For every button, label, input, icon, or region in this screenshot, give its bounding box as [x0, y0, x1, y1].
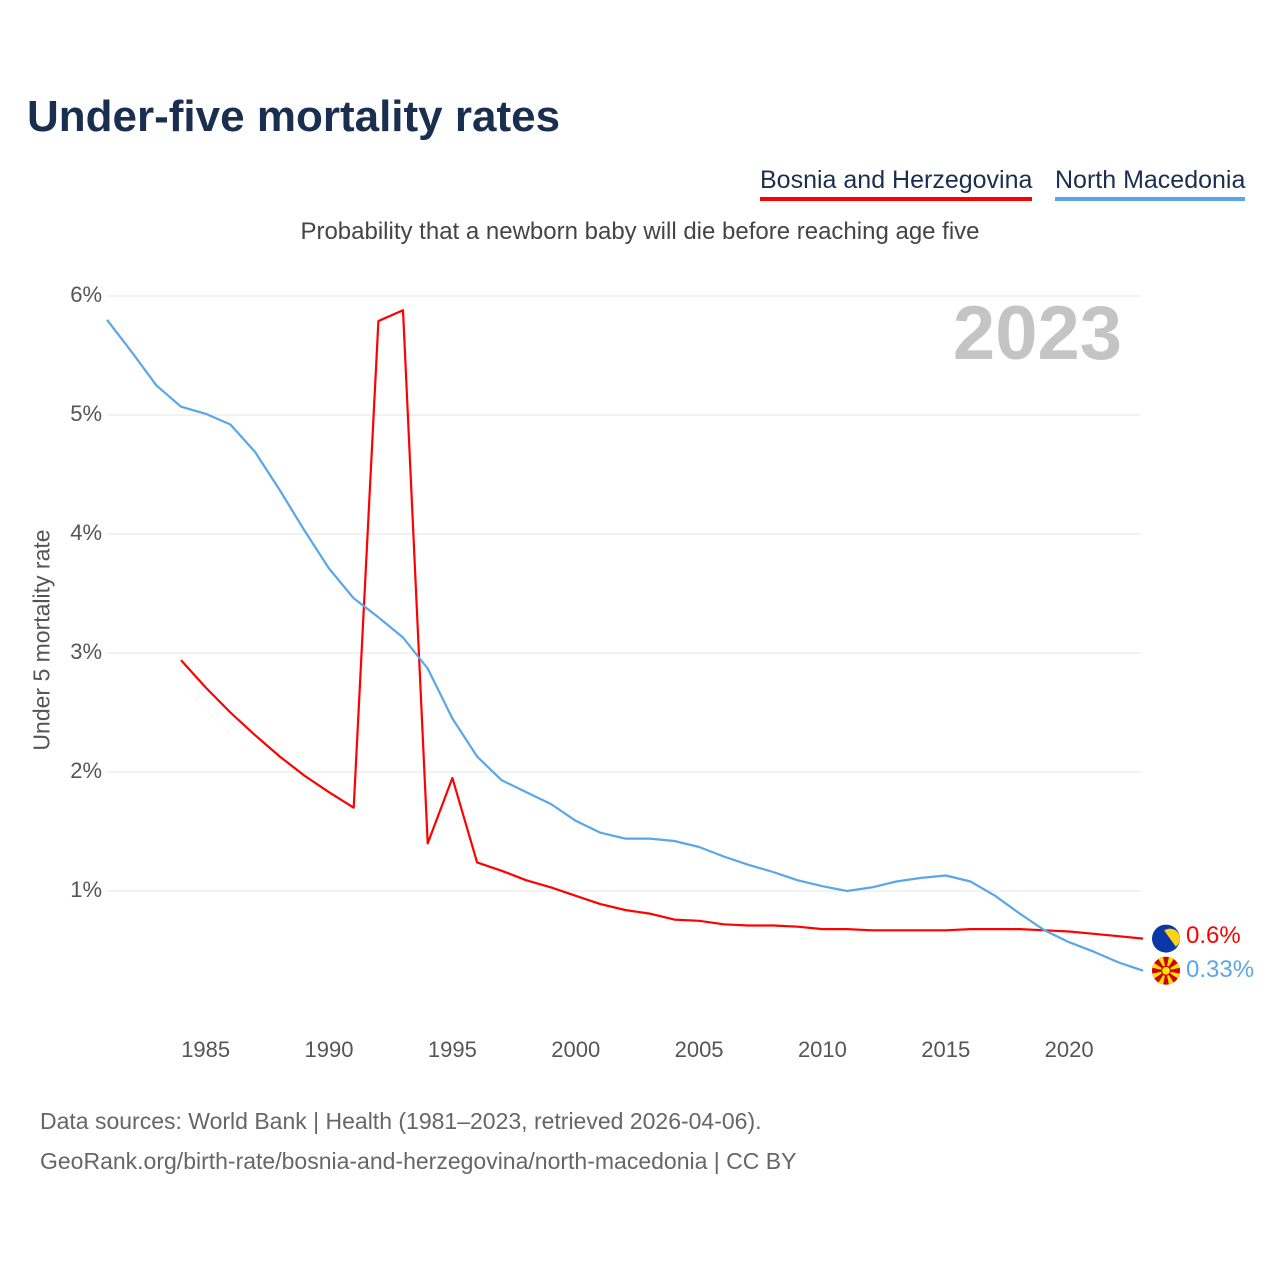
source-line-1: Data sources: World Bank | Health (1981–… [40, 1108, 762, 1134]
chart-subtitle: Probability that a newborn baby will die… [300, 218, 980, 245]
series-line-bosnia [180, 309, 1144, 940]
x-tick-label: 2000 [551, 1037, 601, 1062]
x-tick-label: 1985 [181, 1037, 231, 1062]
chart-title: Under-five mortality rates [27, 92, 561, 141]
year-watermark: 2023 [952, 291, 1122, 376]
source-line-2[interactable]: GeoRank.org/birth-rate/bosnia-and-herzeg… [40, 1148, 797, 1174]
x-tick-label: 2020 [1044, 1037, 1094, 1062]
y-tick-label: 2% [70, 758, 102, 783]
flag-sun [1160, 965, 1172, 976]
x-tick-label: 1995 [427, 1037, 477, 1062]
x-tick-label: 2015 [921, 1037, 971, 1062]
y-tick-label: 5% [70, 401, 102, 426]
x-tick-label: 2005 [674, 1037, 724, 1062]
bosnia-flag-triangle [1160, 925, 1180, 953]
y-tick-label: 6% [70, 282, 102, 307]
legend-bosnia[interactable]: Bosnia and Herzegovina [760, 166, 1033, 201]
end-label-bosnia: 0.6% [1186, 922, 1241, 949]
series-line-north-macedonia [106, 319, 1144, 972]
end-label-north-macedonia: 0.33% [1186, 956, 1255, 983]
y-tick-label: 3% [70, 639, 102, 664]
y-tick-label: 4% [70, 520, 102, 545]
x-tick-label: 1990 [304, 1037, 354, 1062]
legend-north-macedonia[interactable]: North Macedonia [1055, 166, 1246, 201]
y-tick-label: 1% [70, 877, 102, 902]
x-tick-label: 2010 [797, 1037, 847, 1062]
